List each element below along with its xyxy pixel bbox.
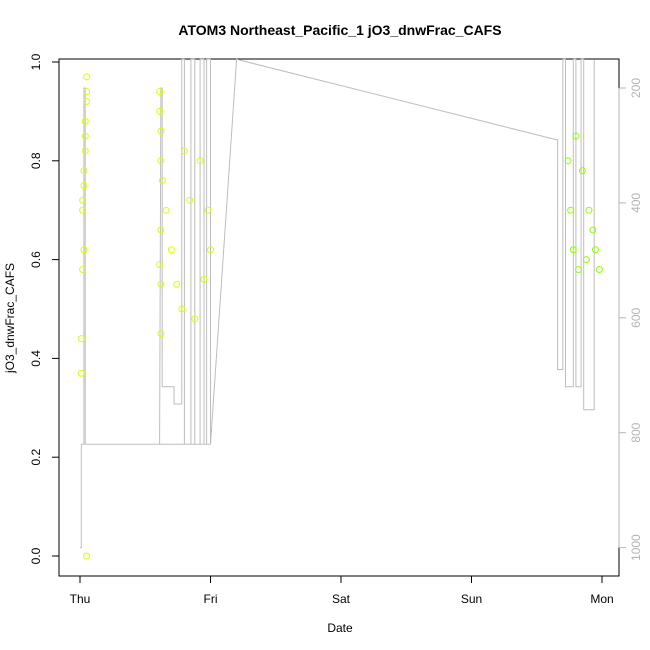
plot-frame — [58, 58, 620, 577]
right-tick-label: 600 — [629, 307, 643, 327]
y-axis-label: jO3_dnwFrac_CAFS — [3, 263, 17, 374]
data-point — [79, 206, 87, 214]
data-point — [162, 206, 170, 214]
data-point — [81, 147, 89, 155]
data-point — [200, 275, 208, 283]
data-point — [180, 147, 188, 155]
data-point — [81, 117, 89, 125]
y-tick-label: 1.0 — [29, 53, 43, 70]
data-point — [564, 157, 572, 165]
data-point — [173, 280, 181, 288]
y-tick-label: 0.2 — [29, 449, 43, 466]
data-point — [178, 305, 186, 313]
data-point — [591, 246, 599, 254]
y-tick-label: 0.6 — [29, 251, 43, 268]
right-tick-label: 400 — [629, 193, 643, 213]
chart-title: ATOM3 Northeast_Pacific_1 jO3_dnwFrac_CA… — [178, 22, 501, 38]
right-tick-label: 1000 — [629, 534, 643, 561]
data-point — [585, 206, 593, 214]
data-point — [157, 226, 165, 234]
data-point — [83, 88, 91, 96]
data-point — [567, 206, 575, 214]
data-point — [575, 265, 583, 273]
data-point — [156, 261, 164, 269]
data-point — [569, 246, 577, 254]
data-point — [578, 167, 586, 175]
data-point — [186, 196, 194, 204]
data-point — [157, 330, 165, 338]
data-point — [80, 167, 88, 175]
y-tick-label: 0.8 — [29, 152, 43, 169]
right-tick-label: 200 — [629, 78, 643, 98]
data-point — [80, 246, 88, 254]
x-tick-label: Thu — [70, 592, 91, 606]
right-axis: 200 400 600 800 1000 — [618, 78, 643, 561]
data-point — [157, 127, 165, 135]
x-tick-label: Fri — [204, 592, 218, 606]
data-point — [196, 157, 204, 165]
data-point — [77, 335, 85, 343]
y-axis: 0.0 0.2 0.4 0.6 0.8 1.0 — [29, 53, 60, 564]
data-point — [80, 182, 88, 189]
x-tick-label: Sat — [332, 592, 351, 606]
data-point — [83, 73, 91, 81]
data-point — [167, 246, 175, 254]
data-point — [582, 256, 590, 264]
data-point — [204, 206, 212, 214]
data-point — [156, 107, 164, 115]
x-tick-label: Sun — [461, 592, 482, 606]
data-point — [595, 265, 603, 273]
data-point — [572, 132, 580, 140]
data-point — [81, 132, 89, 140]
data-point — [191, 315, 199, 323]
data-point — [207, 246, 214, 254]
x-axis: Thu Fri Sat Sun Mon — [70, 575, 614, 606]
data-point — [77, 369, 85, 377]
x-tick-label: Mon — [590, 592, 613, 606]
altitude-line — [80, 58, 595, 549]
data-point — [79, 265, 87, 273]
data-point — [79, 196, 87, 204]
data-point — [83, 552, 91, 560]
data-point — [589, 226, 597, 234]
data-point — [156, 88, 164, 96]
altitude-trace — [80, 58, 595, 549]
data-point — [83, 98, 91, 106]
data-point — [157, 157, 165, 165]
y-tick-label: 0.0 — [29, 547, 43, 564]
data-point — [157, 280, 165, 288]
right-tick-label: 800 — [629, 422, 643, 442]
x-axis-label: Date — [327, 621, 353, 635]
data-point — [158, 177, 166, 185]
y-tick-label: 0.4 — [29, 350, 43, 367]
data-points — [77, 73, 603, 560]
